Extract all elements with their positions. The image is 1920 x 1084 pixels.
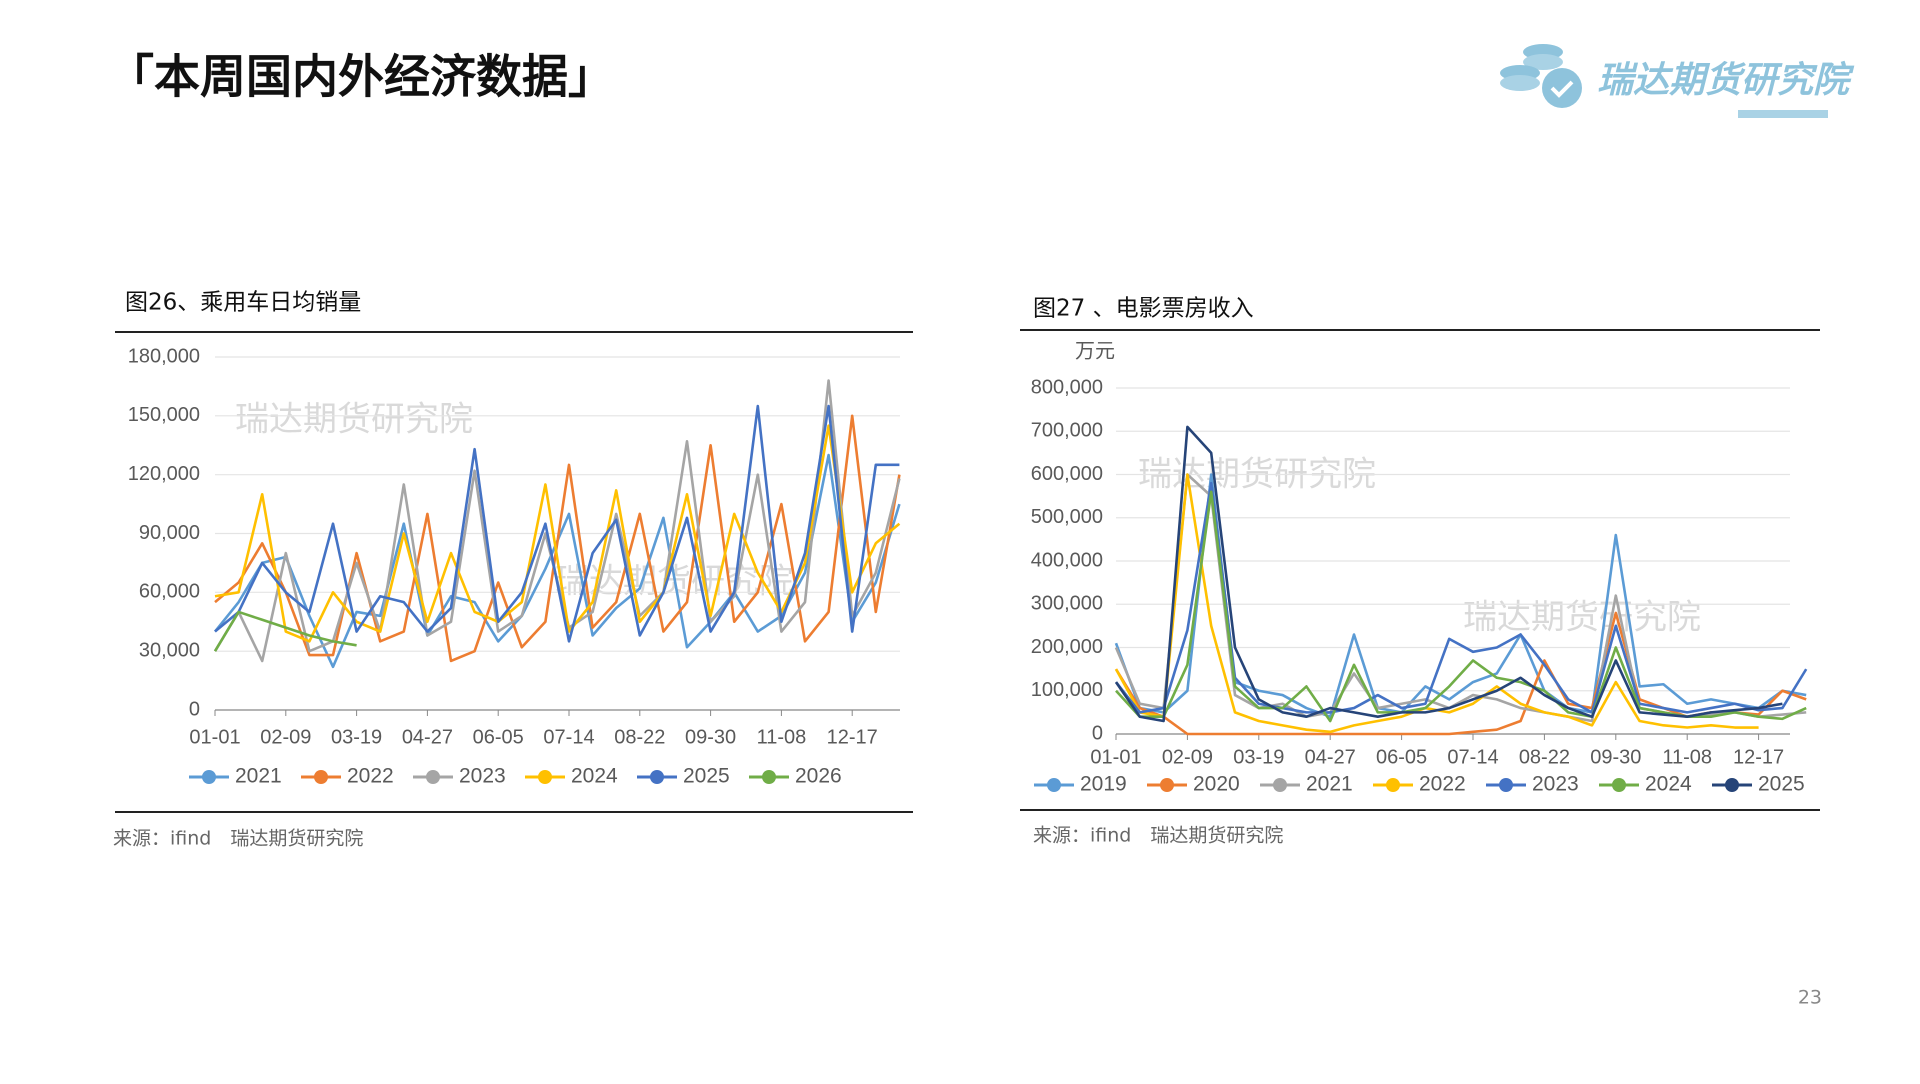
y-tick-label: 0 [189, 698, 200, 720]
watermark: 瑞达期货研究院 [1463, 598, 1701, 638]
x-tick-label: 07-14 [1447, 746, 1498, 768]
legend-label: 2022 [347, 765, 394, 788]
series-line [214, 424, 901, 643]
logo: 瑞达期货研究院 [1500, 44, 1855, 118]
x-tick-label: 04-27 [1305, 746, 1356, 768]
y-tick-label: 400,000 [1031, 549, 1103, 571]
legend-label: 2024 [571, 765, 618, 788]
x-tick-label: 02-09 [1162, 746, 1213, 768]
slide-title: 「本周国内外经济数据」 [108, 50, 614, 104]
x-tick-label: 12-17 [827, 726, 878, 748]
legend-marker [314, 770, 328, 784]
x-tick-label: 11-08 [1662, 746, 1712, 768]
logo-text: 瑞达期货研究院 [1597, 60, 1855, 101]
y-tick-label: 600,000 [1031, 463, 1103, 485]
y-tick-label: 180,000 [128, 345, 200, 367]
x-tick-label: 09-30 [1590, 746, 1641, 768]
y-tick-label: 30,000 [139, 639, 200, 661]
legend-marker [1386, 778, 1400, 792]
x-tick-label: 12-17 [1733, 746, 1784, 768]
y-tick-label: 120,000 [128, 463, 200, 485]
y-tick-label: 0 [1092, 722, 1103, 744]
legend-marker [650, 770, 664, 784]
legend-label: 2023 [1532, 773, 1579, 796]
y-axis-unit: 万元 [1075, 340, 1115, 362]
y-tick-label: 60,000 [139, 581, 200, 603]
y-tick-label: 700,000 [1031, 420, 1103, 442]
legend-label: 2021 [1306, 773, 1353, 796]
watermark: 瑞达期货研究院 [235, 400, 473, 440]
legend-label: 2025 [683, 765, 730, 788]
y-tick-label: 200,000 [1031, 636, 1103, 658]
legend-marker [538, 770, 552, 784]
series-line [1114, 425, 1783, 723]
chart-title: 图26、乘用车日均销量 [125, 290, 361, 316]
y-tick-label: 800,000 [1031, 376, 1103, 398]
legend-label: 2024 [1645, 773, 1692, 796]
legend-marker [1499, 778, 1513, 792]
x-tick-label: 08-22 [1519, 746, 1570, 768]
x-tick-label: 09-30 [685, 726, 736, 748]
legend-marker [1725, 778, 1739, 792]
x-tick-label: 01-01 [189, 726, 240, 748]
page-number: 23 [1798, 987, 1822, 1009]
x-tick-label: 03-19 [331, 726, 382, 748]
x-tick-label: 03-19 [1233, 746, 1284, 768]
legend-label: 2022 [1419, 773, 1466, 796]
legend-marker [426, 770, 440, 784]
x-tick-label: 02-09 [260, 726, 311, 748]
y-tick-label: 150,000 [128, 404, 200, 426]
series-line [214, 414, 901, 663]
x-tick-label: 04-27 [402, 726, 453, 748]
x-tick-label: 06-05 [473, 726, 524, 748]
source: 来源：ifind 瑞达期货研究院 [113, 828, 363, 850]
x-tick-label: 07-14 [543, 726, 594, 748]
legend-marker [1160, 778, 1174, 792]
x-tick-label: 11-08 [757, 726, 807, 748]
legend-label: 2023 [459, 765, 506, 788]
y-tick-label: 90,000 [139, 522, 200, 544]
legend-label: 2025 [1758, 773, 1805, 796]
y-tick-label: 500,000 [1031, 506, 1103, 528]
legend-label: 2019 [1080, 773, 1127, 796]
x-tick-label: 06-05 [1376, 746, 1427, 768]
legend-marker [762, 770, 776, 784]
legend-label: 2021 [235, 765, 282, 788]
legend-marker [1612, 778, 1626, 792]
x-tick-label: 01-01 [1090, 746, 1141, 768]
chart-title: 图27 、电影票房收入 [1033, 296, 1254, 322]
legend-marker [202, 770, 216, 784]
legend-marker [1273, 778, 1287, 792]
legend-label: 2026 [795, 765, 842, 788]
y-tick-label: 300,000 [1031, 593, 1103, 615]
x-tick-label: 08-22 [614, 726, 665, 748]
source: 来源：ifind 瑞达期货研究院 [1033, 825, 1283, 847]
legend-label: 2020 [1193, 773, 1240, 796]
series-line [213, 610, 357, 652]
legend-marker [1047, 778, 1061, 792]
series-line [214, 404, 900, 643]
y-tick-label: 100,000 [1031, 679, 1103, 701]
